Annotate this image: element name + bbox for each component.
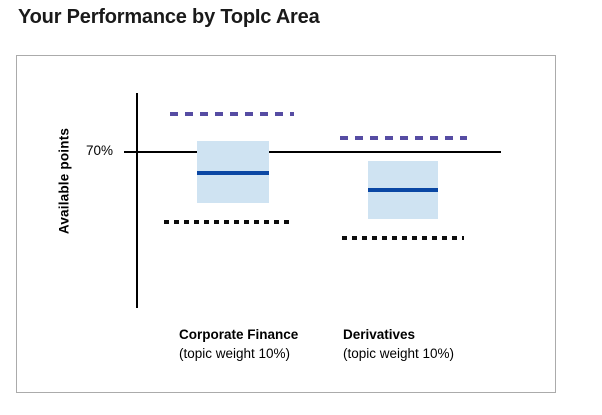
chart-panel: Available points 70% Corporate Finance (… <box>16 55 556 393</box>
upper-bound-dashed-line <box>340 136 467 140</box>
topic-weight: (topic weight 10%) <box>179 346 291 361</box>
score-line <box>368 188 438 192</box>
reference-line-70pct <box>124 151 501 153</box>
lower-bound-dotted-line <box>164 220 294 224</box>
y-axis-line <box>136 93 138 308</box>
topic-name: Corporate Finance <box>179 327 299 342</box>
topic-weight: (topic weight 10%) <box>343 346 455 361</box>
topic-label: Corporate Finance (topic weight 10%) <box>179 327 298 362</box>
upper-bound-dashed-line <box>170 112 294 116</box>
page-title: Your Performance by TopIc Area <box>18 6 320 28</box>
reference-line-label: 70% <box>85 143 113 158</box>
topic-name: Derivatives <box>343 327 416 342</box>
lower-bound-dotted-line <box>342 236 464 240</box>
score-line <box>197 171 269 175</box>
topic-label: Derivatives (topic weight 10%) <box>343 327 454 362</box>
plot-area: Available points 70% Corporate Finance (… <box>17 56 555 392</box>
